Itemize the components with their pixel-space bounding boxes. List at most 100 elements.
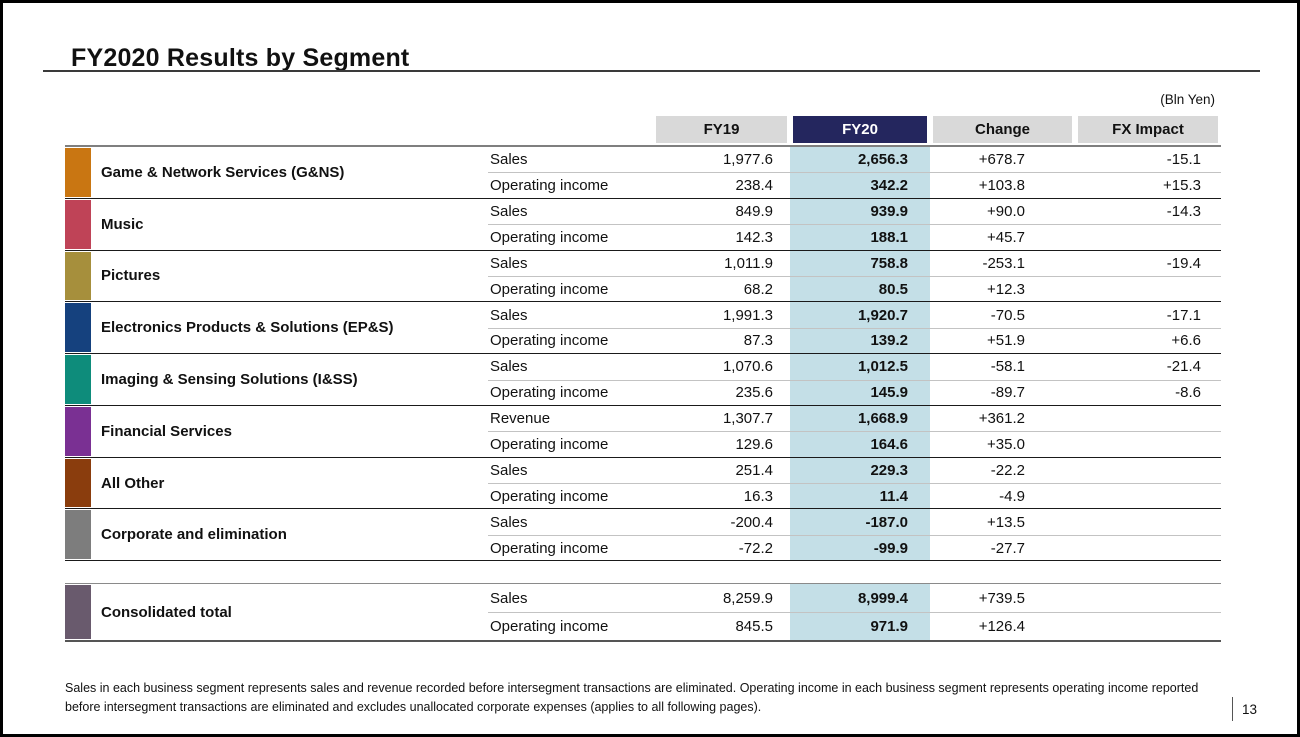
value-fy20: 164.6 xyxy=(790,431,930,457)
segment-group: Imaging & Sensing Solutions (I&SS) Sales 1… xyxy=(65,354,1221,406)
value-change: -22.2 xyxy=(990,461,1025,479)
metric-label: Operating income xyxy=(488,172,653,197)
value-fy20: 8,999.4 xyxy=(790,584,930,613)
segment-name: Game & Network Services (G&NS) xyxy=(101,163,345,181)
value-fx-impact xyxy=(1075,584,1221,612)
value-fx-impact xyxy=(1075,224,1221,249)
segment-color-bar xyxy=(65,458,91,508)
value-fy19: 235.6 xyxy=(653,379,790,405)
metric-label: Sales xyxy=(490,358,528,376)
metric-label: Sales xyxy=(490,151,528,169)
segment-name: Financial Services xyxy=(101,422,232,440)
metric-label: Operating income xyxy=(488,327,653,353)
value-change: -70.5 xyxy=(990,306,1025,324)
value-fx-impact: -21.4 xyxy=(1166,358,1201,376)
column-header-fy19: FY19 xyxy=(656,116,787,143)
value-change: +739.5 xyxy=(978,589,1025,607)
table-header-row: FY19 FY20 Change FX Impact xyxy=(65,116,1221,147)
value-fx-impact: +6.6 xyxy=(1075,327,1221,353)
value-fx-impact xyxy=(1075,431,1221,456)
value-fy20: 758.8 xyxy=(790,250,930,276)
page-title: FY2020 Results by Segment xyxy=(71,43,410,72)
metric-label: Operating income xyxy=(488,483,653,508)
value-fy19: 1,070.6 xyxy=(722,358,773,376)
segment-name: Music xyxy=(101,215,144,233)
value-fx-impact xyxy=(1075,612,1221,640)
value-fy20: 939.9 xyxy=(790,198,930,225)
segment-color-bar xyxy=(65,303,91,353)
value-fx-impact: -14.3 xyxy=(1166,202,1201,220)
value-fy19: 251.4 xyxy=(735,461,773,479)
value-change: +12.3 xyxy=(930,275,1075,301)
metric-label: Sales xyxy=(490,202,528,220)
value-fy19: 1,011.9 xyxy=(724,254,773,272)
value-fy20: 11.4 xyxy=(790,483,930,509)
value-change: +51.9 xyxy=(930,327,1075,353)
value-fy19: 1,977.6 xyxy=(722,151,773,169)
value-fy19: 8,259.9 xyxy=(722,589,773,607)
value-fx-impact: +15.3 xyxy=(1075,172,1221,197)
value-change: -27.7 xyxy=(930,534,1075,560)
value-fx-impact xyxy=(1075,509,1221,534)
segment-name: Corporate and elimination xyxy=(101,526,287,544)
segment-color-bar xyxy=(65,510,91,560)
metric-label: Operating income xyxy=(488,379,653,405)
metric-label: Operating income xyxy=(488,612,653,640)
segment-name: All Other xyxy=(101,474,165,492)
segments-body: Game & Network Services (G&NS) Sales 1,977… xyxy=(65,147,1221,562)
value-change: +361.2 xyxy=(978,410,1025,428)
value-change: +45.7 xyxy=(930,224,1075,249)
segment-color-bar xyxy=(65,585,91,640)
value-change: +35.0 xyxy=(930,431,1075,456)
segment-name: Electronics Products & Solutions (EP&S) xyxy=(101,319,394,337)
metric-label: Operating income xyxy=(488,275,653,301)
segment-name: Pictures xyxy=(101,267,161,285)
value-fy19: -200.4 xyxy=(730,513,773,531)
metric-label: Sales xyxy=(490,589,528,607)
metric-label: Sales xyxy=(490,254,528,272)
value-fy19: 845.5 xyxy=(653,612,790,640)
value-change: +90.0 xyxy=(987,202,1025,220)
segment-color-bar xyxy=(65,406,91,456)
value-fx-impact xyxy=(1075,406,1221,431)
value-change: -4.9 xyxy=(930,483,1075,508)
value-fy19: 238.4 xyxy=(653,172,790,197)
value-fy19: 129.6 xyxy=(653,431,790,456)
value-fx-impact xyxy=(1075,458,1221,483)
results-by-segment-table: FY19 FY20 Change FX Impact Game & Networ… xyxy=(65,116,1221,643)
value-fx-impact: -15.1 xyxy=(1166,151,1201,169)
value-fy19: 142.3 xyxy=(653,224,790,249)
segment-color-bar xyxy=(65,199,91,249)
value-fy20: 188.1 xyxy=(790,224,930,250)
value-fx-impact xyxy=(1075,534,1221,560)
metric-label: Operating income xyxy=(488,534,653,560)
value-fy20: 1,668.9 xyxy=(790,405,930,432)
metric-label: Revenue xyxy=(490,410,551,428)
segment-group: Pictures Sales 1,011.9 758.8 -253.1 -19.4 Oper… xyxy=(65,250,1221,303)
value-fy20: -99.9 xyxy=(790,534,930,561)
segment-group: Electronics Products & Solutions (EP&S) S… xyxy=(65,302,1221,355)
value-change: +13.5 xyxy=(987,513,1025,531)
column-header-fy20: FY20 xyxy=(793,116,927,143)
value-fx-impact: -17.1 xyxy=(1166,306,1201,324)
segment-color-bar xyxy=(65,148,91,197)
value-fx-impact: -19.4 xyxy=(1166,254,1201,272)
value-fy19: 68.2 xyxy=(653,275,790,301)
value-change: -89.7 xyxy=(930,379,1075,405)
value-fy19: -72.2 xyxy=(653,534,790,560)
value-fx-impact xyxy=(1075,483,1221,508)
segment-group: Corporate and elimination Sales -200.4 -187… xyxy=(65,509,1221,562)
value-change: +103.8 xyxy=(930,172,1075,197)
segment-name: Imaging & Sensing Solutions (I&SS) xyxy=(101,371,358,389)
value-fy19: 1,307.7 xyxy=(722,410,773,428)
consolidated-total-body: Consolidated total Sales 8,259.9 8,999.4 +73… xyxy=(65,583,1221,643)
value-fy20: 139.2 xyxy=(790,327,930,354)
segment-color-bar xyxy=(65,355,91,404)
value-fy19: 1,991.3 xyxy=(722,306,773,324)
consolidated-total-group: Consolidated total Sales 8,259.9 8,999.4 +73… xyxy=(65,583,1221,643)
value-fy20: 1,012.5 xyxy=(790,354,930,380)
column-header-fx-impact: FX Impact xyxy=(1078,116,1218,143)
page-number: 13 xyxy=(1241,701,1257,717)
table-gap xyxy=(65,561,1221,583)
